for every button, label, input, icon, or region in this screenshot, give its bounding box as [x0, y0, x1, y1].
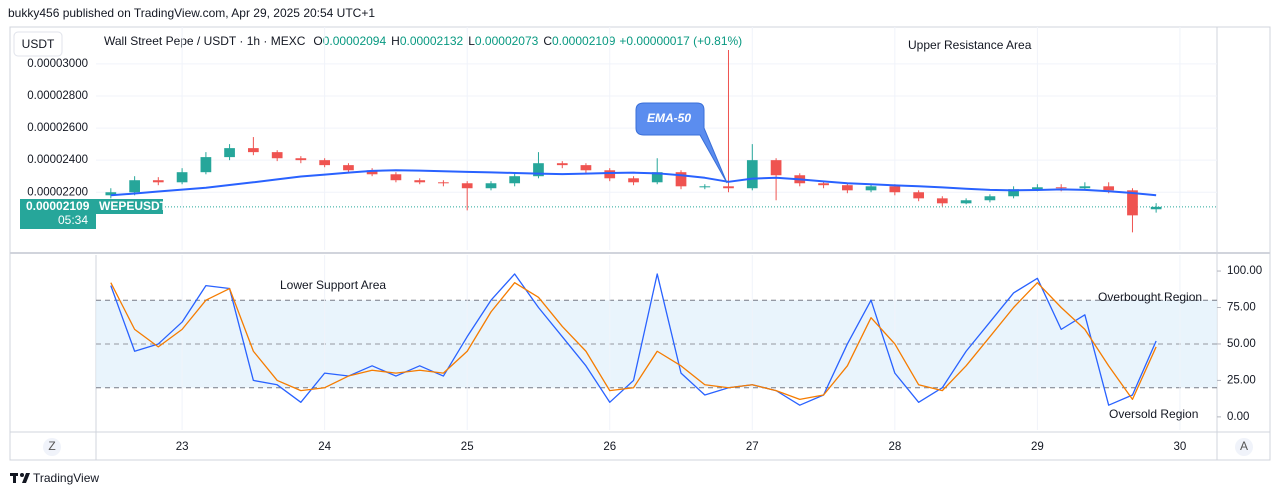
currency-label[interactable]: USDT [22, 37, 55, 51]
candle-body [913, 192, 925, 199]
symbol-tag [96, 199, 163, 214]
ohlc-key: H [391, 34, 400, 48]
y-tick-label: 50.00 [1227, 338, 1256, 350]
candle-body [770, 160, 782, 176]
candle-body [865, 186, 877, 191]
x-tick-label: 24 [318, 441, 331, 453]
candle-body [818, 183, 829, 186]
brand: TradingView [33, 471, 99, 485]
candle-body [129, 180, 140, 193]
candle-body [604, 170, 616, 179]
candle-body [1055, 187, 1067, 189]
candle-body [271, 152, 283, 159]
annotation: Lower Support Area [280, 278, 386, 292]
candle-body [1079, 186, 1091, 189]
candle-body [105, 192, 117, 196]
ohlc-value: 0.00002132 [400, 34, 464, 48]
candle-body [960, 200, 972, 204]
frame [9, 26, 1271, 461]
series-line [110, 169, 1157, 197]
candle-body [533, 163, 544, 177]
candle-body [224, 148, 235, 158]
zoom-button[interactable] [43, 438, 61, 456]
x-tick-label: 29 [1031, 441, 1044, 453]
y-tick-label: 0.00003000 [27, 58, 88, 70]
candle-body [248, 148, 259, 153]
series-line [110, 282, 1157, 401]
candle-body [984, 196, 996, 201]
x-tick-label: 25 [461, 441, 474, 453]
candle-body [675, 172, 687, 187]
change: +0.00000017 (+0.81%) [619, 34, 742, 48]
ohlc-key: C [543, 34, 552, 48]
candle-body [1103, 186, 1115, 191]
y-tick-label: 0.00 [1227, 411, 1249, 423]
candle-body [319, 160, 331, 166]
y-tick-label: 75.00 [1227, 302, 1256, 314]
candle-body [556, 163, 568, 166]
candle-body [723, 186, 734, 189]
y-tick-label: 0.00002800 [27, 90, 88, 102]
candle-body [651, 172, 663, 183]
candle-body [414, 180, 426, 183]
last-price-label: 0.00002109 [26, 199, 90, 213]
y-tick-label: 0.00002400 [27, 154, 88, 166]
candle-body [366, 170, 378, 175]
symbol-header: Wall Street Pepe / USDT · 1h · MEXC O0.00… [104, 34, 742, 48]
ohlc-value: 0.00002109 [552, 34, 616, 48]
candle-body [936, 198, 948, 204]
x-tick-label: 27 [746, 441, 759, 453]
candle-body [438, 182, 449, 184]
candle-body [152, 180, 164, 183]
publisher-line: bukky456 published on TradingView.com, A… [8, 6, 375, 20]
ohlc-key: O [313, 34, 322, 48]
x-tick-label: 23 [176, 441, 189, 453]
candle-body [889, 186, 901, 193]
ohlc-value: 0.00002094 [323, 34, 387, 48]
candle-body [1150, 206, 1162, 210]
y-tick-label: 25.00 [1227, 374, 1256, 386]
x-tick-label: 26 [603, 441, 616, 453]
candle-body [1008, 189, 1019, 197]
symbol-title: Wall Street Pepe / USDT · 1h · MEXC [104, 34, 306, 48]
candle-body [176, 172, 188, 183]
y-tick-label: 100.00 [1227, 265, 1262, 277]
series-line [110, 273, 1157, 406]
ohlc-key: L [468, 34, 475, 48]
candle-body [509, 176, 521, 184]
candle-body [580, 165, 592, 171]
annotation: Overbought Region [1098, 290, 1202, 304]
candle-body [461, 183, 473, 189]
price-tag [20, 199, 96, 229]
ema-callout [635, 102, 728, 184]
zoom-button-label[interactable]: Z [48, 439, 55, 453]
brand-logo [10, 473, 30, 483]
candle-body [1127, 190, 1138, 216]
candle-body [295, 158, 307, 161]
candle-body [842, 185, 853, 191]
candle-body [200, 157, 212, 173]
candle-body [343, 165, 354, 171]
candle-body [1032, 187, 1043, 190]
candle-body [485, 183, 497, 189]
annotation: Upper Resistance Area [908, 38, 1032, 52]
annotation: Oversold Region [1109, 407, 1198, 421]
candle-body [628, 178, 639, 183]
x-tick-label: 28 [888, 441, 901, 453]
y-tick-label: 0.00002200 [27, 186, 88, 198]
auto-button-label[interactable]: A [1240, 439, 1248, 453]
x-tick-label: 30 [1174, 441, 1187, 453]
symbol-label: WEPEUSDT [99, 199, 168, 213]
countdown: 05:34 [58, 213, 88, 227]
y-tick-label: 0.00002600 [27, 122, 88, 134]
ohlc-value: 0.00002073 [475, 34, 539, 48]
ema-callout-text: EMA-50 [647, 111, 691, 125]
candle-body [699, 186, 711, 188]
candle-body [746, 160, 758, 189]
auto-button[interactable] [1235, 438, 1253, 456]
candle-body [390, 174, 402, 181]
currency-button[interactable] [13, 31, 63, 57]
